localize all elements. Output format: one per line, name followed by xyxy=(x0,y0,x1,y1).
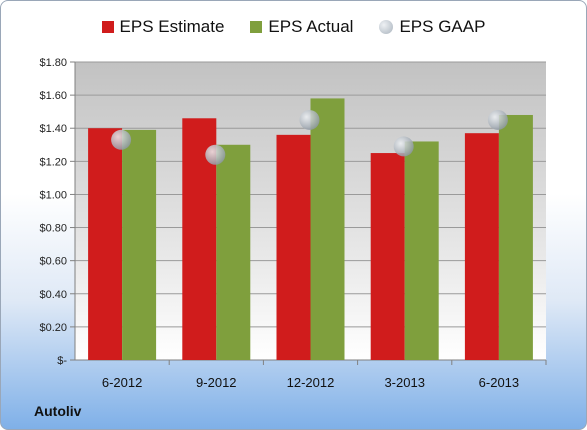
x-tick-label: 9-2012 xyxy=(196,375,236,390)
y-tick-label: $0.80 xyxy=(39,223,67,235)
legend-label-eps-estimate: EPS Estimate xyxy=(119,17,225,36)
legend-swatch-eps-actual xyxy=(250,21,263,33)
y-tick-label: $0.60 xyxy=(39,256,67,268)
legend-item-eps-gaap: EPS GAAP xyxy=(379,17,485,37)
legend-swatch-eps-gaap xyxy=(379,20,394,34)
marker-eps-gaap xyxy=(393,136,414,157)
y-tick-label: $1.80 xyxy=(39,57,67,69)
bar-eps-estimate xyxy=(370,153,405,360)
y-tick-label: $1.00 xyxy=(39,189,67,201)
legend-item-eps-estimate: EPS Estimate xyxy=(101,17,225,37)
x-tick-label: 6-2013 xyxy=(479,375,519,390)
bar-eps-estimate xyxy=(276,134,311,360)
bar-eps-estimate xyxy=(464,133,499,360)
bar-eps-actual xyxy=(310,98,345,360)
x-tick-label: 3-2013 xyxy=(384,375,424,390)
bar-eps-actual xyxy=(122,129,157,360)
x-tick-label: 12-2012 xyxy=(287,375,335,390)
y-tick-label: $1.60 xyxy=(39,90,67,102)
company-name: Autoliv xyxy=(34,403,82,419)
legend-swatch-eps-estimate xyxy=(101,21,114,33)
legend-label-eps-gaap: EPS GAAP xyxy=(399,17,486,36)
y-tick-label: $1.40 xyxy=(39,123,67,135)
legend-item-eps-actual: EPS Actual xyxy=(250,17,353,37)
marker-eps-gaap xyxy=(487,109,508,130)
y-tick-label: $- xyxy=(57,355,67,367)
bar-eps-estimate xyxy=(88,128,123,360)
marker-eps-gaap xyxy=(111,129,132,150)
y-tick-label: $1.20 xyxy=(39,156,67,168)
legend-label-eps-actual: EPS Actual xyxy=(268,17,354,36)
bar-eps-actual xyxy=(498,114,533,360)
y-tick-label: $0.40 xyxy=(39,289,67,301)
marker-eps-gaap xyxy=(299,109,320,130)
bar-eps-actual xyxy=(216,144,251,360)
y-tick-label: $0.20 xyxy=(39,322,67,334)
bar-eps-actual xyxy=(404,141,439,360)
x-tick-label: 6-2012 xyxy=(102,375,142,390)
chart-legend: EPS Estimate EPS Actual EPS GAAP xyxy=(1,17,586,37)
marker-eps-gaap xyxy=(205,144,226,165)
